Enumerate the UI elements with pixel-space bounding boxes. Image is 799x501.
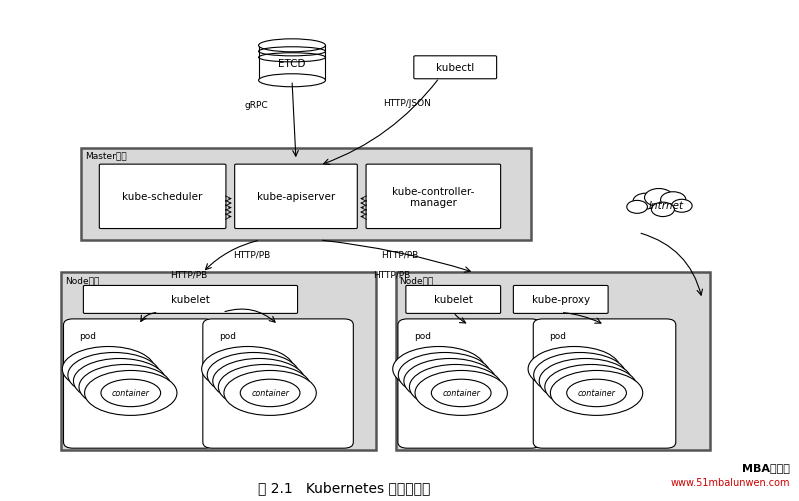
Text: pod: pod [219, 331, 236, 340]
Text: pod: pod [549, 331, 566, 340]
Ellipse shape [403, 359, 496, 404]
FancyBboxPatch shape [235, 165, 357, 229]
Ellipse shape [213, 359, 305, 404]
Ellipse shape [539, 359, 631, 404]
Ellipse shape [74, 359, 166, 404]
Bar [259, 46, 325, 81]
Text: pod: pod [79, 331, 97, 340]
Ellipse shape [85, 371, 177, 415]
Ellipse shape [240, 379, 300, 407]
Text: www.51mbalunwen.com: www.51mbalunwen.com [670, 477, 789, 487]
FancyBboxPatch shape [63, 319, 214, 448]
Text: kube-controller-
manager: kube-controller- manager [392, 186, 475, 208]
Text: kubectl: kubectl [436, 63, 475, 73]
FancyBboxPatch shape [406, 286, 501, 314]
FancyBboxPatch shape [514, 286, 608, 314]
Text: HTTP/PB: HTTP/PB [170, 271, 207, 280]
Text: container: container [443, 389, 480, 398]
Ellipse shape [415, 371, 507, 415]
Text: kube-scheduler: kube-scheduler [122, 192, 203, 202]
Text: container: container [578, 389, 615, 398]
Text: HTTP/JSON: HTTP/JSON [384, 99, 431, 108]
Ellipse shape [534, 353, 626, 398]
Bar [396, 273, 710, 450]
Ellipse shape [207, 353, 300, 398]
Ellipse shape [545, 365, 637, 410]
Circle shape [645, 189, 674, 207]
FancyBboxPatch shape [414, 57, 497, 80]
Circle shape [671, 200, 692, 213]
Text: kube-proxy: kube-proxy [531, 295, 590, 305]
Ellipse shape [259, 40, 325, 53]
Text: Node节点: Node节点 [400, 276, 434, 285]
Ellipse shape [101, 379, 161, 407]
Ellipse shape [566, 379, 626, 407]
Text: container: container [112, 389, 149, 398]
Ellipse shape [431, 379, 491, 407]
Ellipse shape [62, 347, 155, 392]
Ellipse shape [224, 371, 316, 415]
Text: HTTP/PB: HTTP/PB [373, 271, 410, 280]
FancyBboxPatch shape [398, 319, 540, 448]
Text: 图 2.1   Kubernetes 基础架构图: 图 2.1 Kubernetes 基础架构图 [257, 480, 430, 494]
Circle shape [661, 192, 686, 208]
FancyBboxPatch shape [83, 286, 297, 314]
Ellipse shape [393, 347, 485, 392]
FancyBboxPatch shape [533, 319, 676, 448]
Ellipse shape [68, 353, 161, 398]
Text: ETCD: ETCD [278, 59, 306, 69]
Bar [81, 148, 531, 240]
Ellipse shape [399, 353, 491, 398]
Circle shape [626, 201, 647, 214]
Text: HTTP/PB: HTTP/PB [233, 250, 271, 260]
Text: HTTP/PB: HTTP/PB [381, 250, 418, 260]
Text: Node节点: Node节点 [65, 276, 99, 285]
Circle shape [651, 203, 674, 217]
Text: MBA论文网: MBA论文网 [741, 462, 789, 472]
Bar [61, 273, 376, 450]
Text: gRPC: gRPC [244, 101, 268, 110]
FancyBboxPatch shape [99, 165, 226, 229]
Text: container: container [251, 389, 289, 398]
Text: kube-apiserver: kube-apiserver [256, 192, 335, 202]
FancyBboxPatch shape [366, 165, 501, 229]
Ellipse shape [201, 347, 294, 392]
Text: kubelet: kubelet [171, 295, 210, 305]
Ellipse shape [551, 371, 642, 415]
Ellipse shape [79, 365, 171, 410]
Ellipse shape [528, 347, 621, 392]
Ellipse shape [259, 75, 325, 88]
Text: pod: pod [414, 331, 431, 340]
Circle shape [633, 194, 658, 209]
Text: Master节点: Master节点 [85, 151, 126, 160]
FancyBboxPatch shape [203, 319, 353, 448]
Text: kubelet: kubelet [434, 295, 473, 305]
Text: Intrnet: Intrnet [649, 201, 684, 210]
Ellipse shape [218, 365, 311, 410]
Ellipse shape [409, 365, 502, 410]
